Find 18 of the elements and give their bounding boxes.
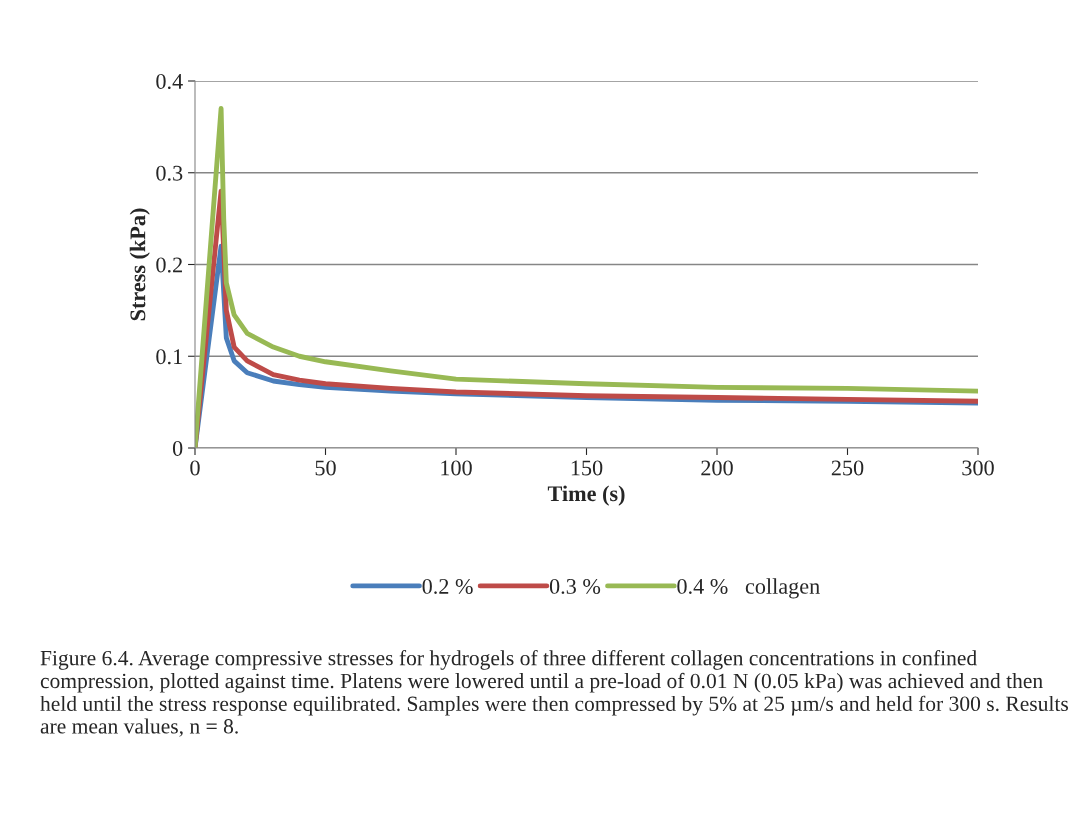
y-tick-label: 0.3 (156, 165, 183, 181)
x-tick-label: 0 (190, 460, 200, 476)
x-tick-label: 300 (962, 460, 994, 476)
x-axis-title: Time (s) (547, 485, 625, 506)
y-axis-title: Stress (kPa) (129, 208, 150, 321)
caption: Figure 6.4. Average compressive stresses for hydrogels of three different collagen concentrations in confined compression, plotted against time. Platens were lowered until a pre-load of 0.01 N (0.05 kPa) was achieved and then held until the stress response equilibrated. Samples were then compressed by 5% at 25 µm/s and held for 300 s. Results are mean values, n = 8. (40, 650, 1069, 737)
x-tick-label: 50 (315, 460, 336, 476)
y-tick-label: 0.4 (156, 73, 183, 90)
y-tick-label: 0.1 (156, 349, 182, 365)
x-tick-label: 200 (701, 460, 733, 476)
legend-label: 0.4 % collagen (677, 578, 820, 599)
y-tick-label: 0 (172, 440, 183, 456)
legend-label: 0.2 % (422, 578, 473, 594)
x-tick-label: 150 (571, 460, 603, 476)
legend-label: 0.3 % (549, 578, 601, 594)
x-tick-label: 250 (831, 460, 864, 476)
x-tick-label: 100 (441, 460, 472, 476)
y-tick-label: 0.2 (156, 257, 182, 273)
